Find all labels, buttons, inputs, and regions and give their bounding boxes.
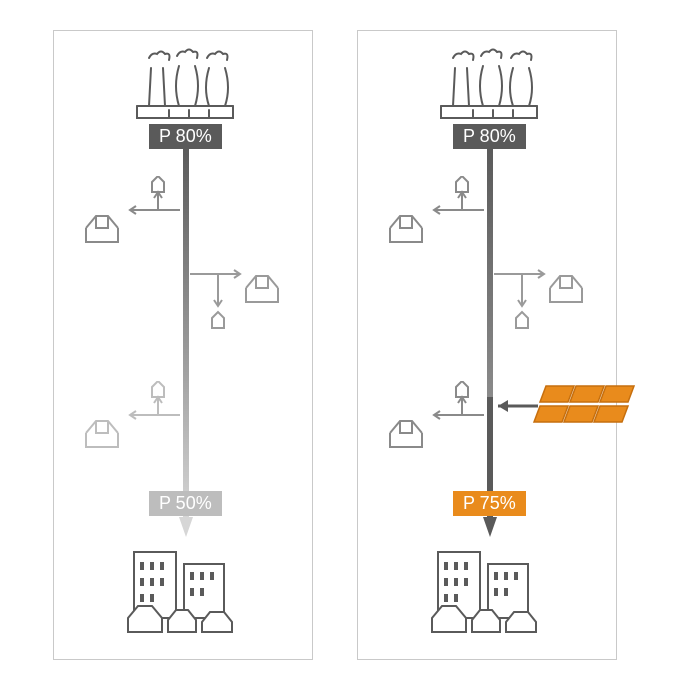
branch-1-left — [84, 176, 184, 246]
branch-2-right — [186, 266, 286, 346]
badge-top-left: P 80% — [149, 124, 222, 149]
branch-1-left — [388, 176, 488, 246]
panel-right: P 80% P 75% — [357, 30, 617, 660]
power-plant-icon — [433, 46, 543, 121]
city-icon — [124, 546, 244, 636]
branch-2-right — [490, 266, 590, 346]
panel-left: P 80% P 50% — [53, 30, 313, 660]
badge-top-right: P 80% — [453, 124, 526, 149]
badge-bottom-left: P 50% — [149, 491, 222, 516]
power-plant-icon — [129, 46, 239, 121]
branch-3-left — [388, 381, 488, 451]
badge-bottom-right: P 75% — [453, 491, 526, 516]
city-icon — [428, 546, 548, 636]
solar-injection — [490, 376, 640, 436]
branch-3-left — [84, 381, 184, 451]
